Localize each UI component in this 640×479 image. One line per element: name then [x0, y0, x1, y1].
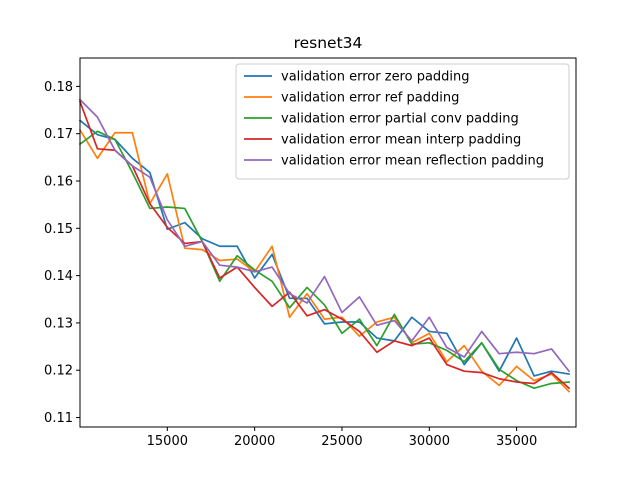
x-tick-label: 20000 [234, 434, 275, 449]
y-tick-label: 0.16 [44, 175, 73, 190]
y-tick-label: 0.14 [44, 269, 73, 284]
x-axis: 15000 20000 25000 30000 35000 [147, 427, 537, 449]
y-tick-label: 0.15 [44, 222, 73, 237]
legend-box [235, 63, 570, 180]
x-tick-label: 35000 [496, 434, 537, 449]
series-line-5 [78, 98, 571, 373]
series-line-2 [78, 128, 571, 393]
x-tick-label: 30000 [409, 434, 450, 449]
legend-label-5: validation error mean reflection padding [281, 154, 544, 169]
legend-label-2: validation error ref padding [281, 91, 459, 106]
x-tick-label: 15000 [147, 434, 188, 449]
plot-frame [79, 57, 577, 428]
series-layer [78, 98, 571, 393]
legend-label-4: validation error mean interp padding [281, 133, 521, 148]
legend-label-1: validation error zero padding [281, 70, 470, 85]
legend-label-3: validation error partial conv padding [281, 112, 519, 127]
y-tick-label: 0.17 [44, 127, 73, 142]
y-axis: 0.11 0.12 0.13 0.14 0.15 0.16 0.17 0.18 [44, 80, 80, 426]
y-tick-label: 0.12 [44, 364, 73, 379]
y-tick-label: 0.18 [44, 80, 73, 95]
y-tick-label: 0.11 [44, 411, 73, 426]
legend: validation error zero padding validation … [235, 63, 570, 180]
y-tick-label: 0.13 [44, 316, 73, 331]
x-tick-label: 25000 [321, 434, 362, 449]
series-line-4 [78, 100, 571, 390]
chart-title: resnet34 [294, 34, 363, 52]
